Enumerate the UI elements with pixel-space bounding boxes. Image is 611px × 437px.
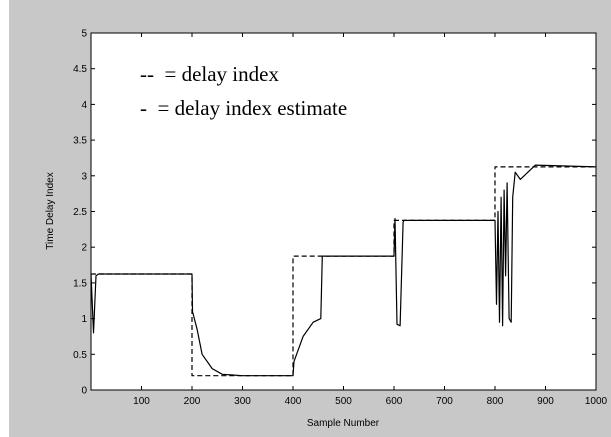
x-tick-label: 300 [234,396,251,407]
x-tick-label: 600 [386,396,403,407]
legend-entry-solid: - = delay index estimate [140,96,347,120]
x-tick-label: 400 [285,396,302,407]
x-axis-label: Sample Number [307,418,380,429]
x-tick-label: 100 [133,396,150,407]
y-tick-label: 4.5 [73,64,87,75]
legend-entry-dashed: -- = delay index [140,62,279,86]
plot-area [90,32,597,391]
y-tick-label: 5 [81,29,87,40]
x-tick-label: 900 [537,396,554,407]
y-tick-label: 3 [81,171,87,182]
y-tick-label: 2 [81,243,87,254]
y-tick-label: 0 [81,386,87,397]
left-edge-strip [0,0,9,437]
x-tick-label: 200 [184,396,201,407]
y-tick-label: 2.5 [73,207,87,218]
x-tick-label: 800 [487,396,504,407]
y-tick-label: 1.5 [73,278,87,289]
x-tick-label: 500 [335,396,352,407]
y-tick-label: 3.5 [73,136,87,147]
y-axis-label: Time Delay Index [45,172,56,249]
y-tick-label: 4 [81,100,87,111]
series-line-delay-index-estimate [90,164,597,377]
y-tick-label: 0.5 [73,350,87,361]
x-tick-label: 700 [436,396,453,407]
series-layer [90,164,597,377]
y-tick-label: 1 [81,314,87,325]
x-tick-label: 1000 [585,396,608,407]
tick-layer: 100 200 300 400 500 600 700 800 900 1000 0 0.5 1 1.5 2… [73,29,607,408]
